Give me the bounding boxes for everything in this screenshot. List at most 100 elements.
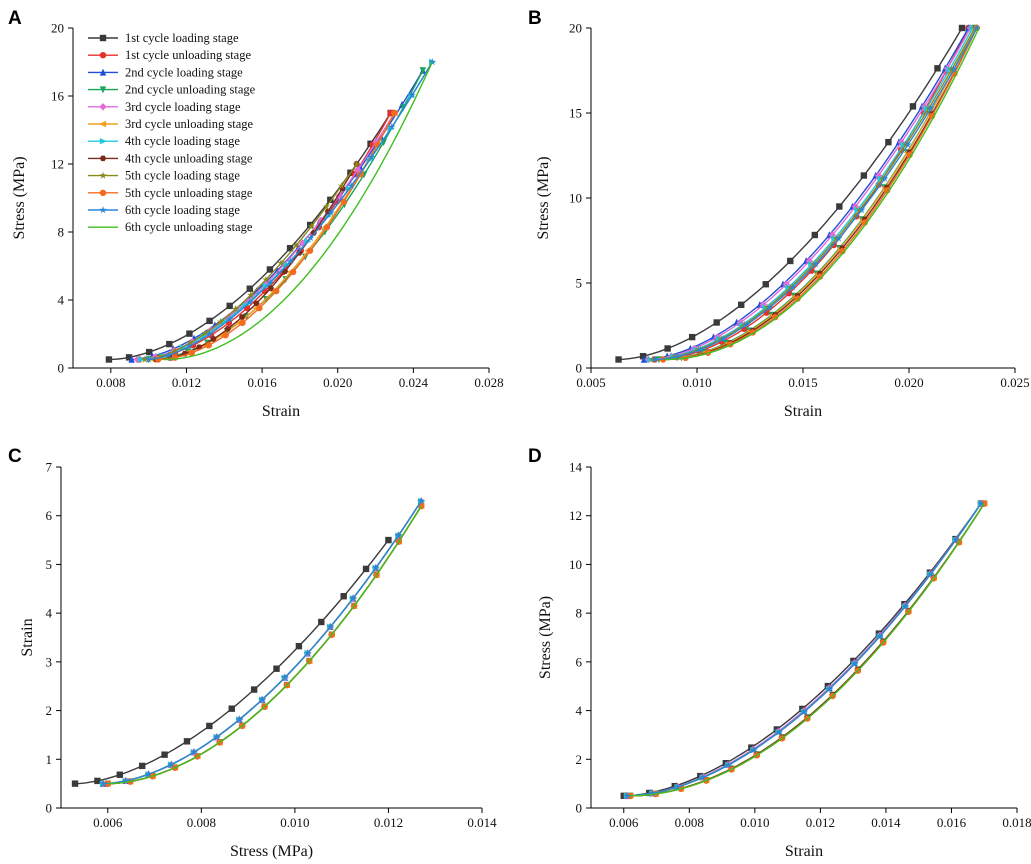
series-4th-cycle-unloading-stage bbox=[627, 500, 988, 799]
data-point bbox=[387, 123, 396, 131]
series-line bbox=[626, 503, 982, 797]
x-tick-label: 0.012 bbox=[172, 375, 201, 390]
series-6th-cycle-loading-stage bbox=[144, 58, 437, 363]
series-2nd-cycle-unloading-stage bbox=[104, 502, 425, 788]
series-line bbox=[103, 500, 422, 785]
data-point bbox=[337, 181, 346, 190]
data-point bbox=[306, 233, 315, 242]
data-point bbox=[428, 58, 437, 66]
data-point bbox=[322, 202, 331, 210]
x-tick-label: 0.014 bbox=[467, 815, 497, 830]
legend-item: 2nd cycle unloading stage bbox=[88, 83, 256, 97]
data-point bbox=[165, 351, 173, 359]
data-point bbox=[266, 266, 274, 273]
legend-item: 6th cycle unloading stage bbox=[88, 220, 253, 234]
data-point bbox=[273, 287, 280, 295]
data-point bbox=[317, 216, 325, 225]
y-tick-label: 4 bbox=[46, 606, 53, 621]
data-point bbox=[128, 355, 135, 363]
data-point bbox=[391, 109, 398, 117]
data-point bbox=[417, 497, 425, 505]
data-point bbox=[787, 257, 794, 265]
data-point bbox=[246, 298, 254, 306]
data-point bbox=[186, 330, 193, 337]
panel-letter: D bbox=[528, 446, 542, 467]
series-5th-cycle-loading-stage bbox=[99, 497, 425, 787]
series-2nd-cycle-unloading-stage bbox=[627, 500, 988, 800]
data-point bbox=[349, 594, 357, 602]
legend-label: 5th cycle unloading stage bbox=[125, 186, 253, 200]
x-tick-label: 0.016 bbox=[247, 375, 277, 390]
series-line bbox=[107, 505, 422, 785]
data-point bbox=[206, 317, 213, 325]
series-1st-cycle-unloading-stage bbox=[651, 24, 972, 363]
y-axis-title: Strain bbox=[19, 618, 36, 656]
x-tick-label: 0.012 bbox=[806, 815, 835, 830]
data-point bbox=[307, 222, 316, 230]
data-point bbox=[256, 304, 263, 312]
data-point bbox=[253, 300, 260, 307]
data-point bbox=[137, 356, 145, 363]
series-line bbox=[108, 112, 392, 361]
y-tick-label: 4 bbox=[58, 293, 65, 308]
series-3rd-cycle-loading-stage bbox=[99, 497, 425, 788]
series-line bbox=[152, 112, 396, 361]
x-tick-label: 0.028 bbox=[474, 375, 503, 390]
series-line bbox=[660, 27, 976, 361]
data-point bbox=[927, 104, 935, 112]
y-tick-label: 15 bbox=[569, 106, 582, 121]
legend-marker bbox=[99, 189, 107, 196]
data-point bbox=[828, 231, 837, 239]
data-point bbox=[816, 273, 824, 280]
data-point bbox=[800, 707, 808, 716]
data-point bbox=[340, 593, 347, 600]
data-point bbox=[188, 349, 196, 356]
x-tick-label: 0.010 bbox=[280, 815, 309, 830]
y-tick-label: 5 bbox=[576, 276, 583, 291]
legend-marker bbox=[99, 138, 107, 145]
series-6th-cycle-loading-stage bbox=[650, 24, 981, 363]
data-point bbox=[201, 329, 210, 337]
series-line bbox=[650, 27, 974, 361]
data-point bbox=[850, 659, 859, 668]
legend-marker bbox=[99, 34, 107, 42]
series-line bbox=[107, 505, 422, 785]
series-line bbox=[665, 27, 980, 361]
series-4th-cycle-unloading-stage bbox=[104, 503, 425, 787]
series-2nd-cycle-loading-stage bbox=[640, 24, 972, 363]
legend-item: 3rd cycle loading stage bbox=[88, 100, 241, 114]
series-line bbox=[630, 503, 985, 797]
series-line bbox=[630, 503, 985, 797]
series-5th-cycle-unloading-stage bbox=[627, 500, 988, 800]
legend-label: 6th cycle unloading stage bbox=[125, 220, 253, 234]
legend-item: 1st cycle unloading stage bbox=[88, 48, 251, 62]
data-point bbox=[183, 738, 191, 745]
y-tick-label: 0 bbox=[46, 801, 53, 816]
data-point bbox=[648, 789, 657, 797]
legend-item: 6th cycle loading stage bbox=[88, 203, 240, 217]
legend-label: 4th cycle unloading stage bbox=[125, 151, 253, 165]
legend-label: 2nd cycle unloading stage bbox=[125, 83, 256, 97]
legend-marker bbox=[99, 120, 107, 128]
legend-item: 1st cycle loading stage bbox=[88, 31, 239, 45]
data-point bbox=[205, 342, 212, 349]
data-point bbox=[185, 342, 193, 350]
data-point bbox=[286, 245, 294, 252]
panel-b: B 0.005 0.010 0.015 0.020 0.025 0 5 10 15 20 Strain… bbox=[528, 8, 1030, 420]
data-point bbox=[973, 24, 981, 32]
series-5th-cycle-unloading-stage bbox=[659, 24, 981, 363]
y-tick-label: 6 bbox=[576, 654, 583, 669]
legend-marker bbox=[99, 171, 107, 179]
data-point bbox=[286, 257, 295, 265]
series-line bbox=[652, 27, 976, 361]
y-tick-label: 4 bbox=[576, 703, 583, 718]
data-point bbox=[774, 728, 783, 736]
data-point bbox=[94, 777, 101, 785]
data-point bbox=[186, 338, 195, 347]
panel-letter: C bbox=[8, 446, 22, 467]
series-6th-cycle-unloading-stage bbox=[107, 505, 422, 785]
data-point bbox=[977, 499, 985, 507]
series-6th-cycle-loading-stage bbox=[99, 497, 425, 787]
data-point bbox=[190, 748, 198, 756]
series-line bbox=[626, 503, 982, 797]
